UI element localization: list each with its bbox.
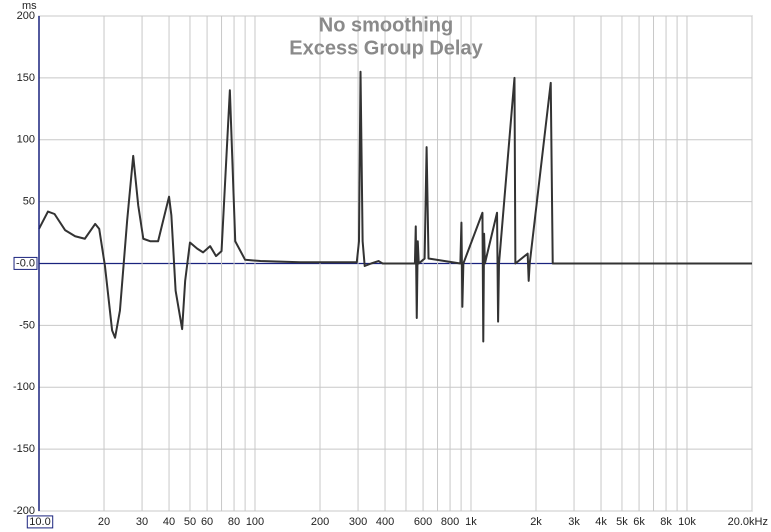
x-tick-label: 80 [228, 516, 240, 528]
x-tick-label: 3k [568, 516, 580, 528]
chart-subtitle: Excess Group Delay [289, 37, 483, 59]
y-tick-label: -50 [19, 319, 35, 331]
y-tick-label: -200 [13, 505, 35, 517]
x-tick-label: 6k [633, 516, 645, 528]
x-tick-label: 100 [246, 516, 264, 528]
y-tick-label: -0.0 [16, 257, 35, 269]
x-tick-label: 8k [660, 516, 672, 528]
y-tick-label: 150 [17, 72, 35, 84]
x-tick-label: 2k [530, 516, 542, 528]
y-tick-label: 100 [17, 134, 35, 146]
x-tick-label: 5k [616, 516, 628, 528]
x-tick-label: 60 [201, 516, 213, 528]
x-tick-label: 200 [311, 516, 329, 528]
tick-box [13, 256, 38, 270]
x-tick-label: 4k [595, 516, 607, 528]
x-tick-label: 50 [184, 516, 196, 528]
y-tick-label: 50 [23, 196, 35, 208]
y-unit: ms [22, 0, 37, 12]
y-tick-label: -150 [13, 443, 35, 455]
x-tick-label: 10.0 [29, 516, 50, 528]
x-tick-label: 10k [678, 516, 696, 528]
x-tick-label: 1k [465, 516, 477, 528]
data-line [38, 70, 752, 343]
x-tick-label: 20 [98, 516, 110, 528]
marks [38, 70, 752, 343]
x-tick-label: 600 [414, 516, 432, 528]
y-tick-label: 200 [17, 10, 35, 22]
x-tick-label: 400 [376, 516, 394, 528]
tick-box [26, 515, 54, 529]
chart-title: No smoothing [319, 14, 453, 36]
y-tick-label: -100 [13, 381, 35, 393]
x-tick-label: 40 [163, 516, 175, 528]
x-tick-label: 30 [136, 516, 148, 528]
x-tick-label: 20.0kHz [728, 516, 768, 528]
x-tick-label: 300 [349, 516, 367, 528]
x-tick-label: 800 [441, 516, 459, 528]
